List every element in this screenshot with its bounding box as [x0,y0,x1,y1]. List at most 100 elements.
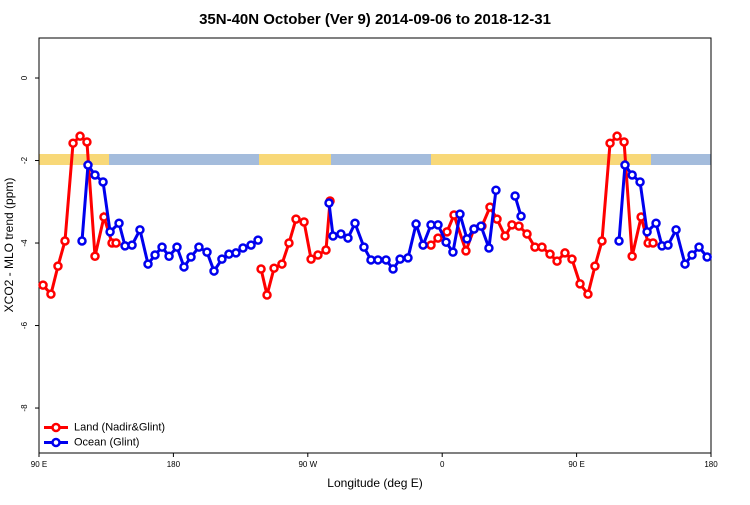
data-point [560,248,570,258]
legend-box [40,414,185,452]
data-point [262,290,272,300]
x-tick-label: 90 E [568,460,584,469]
data-point [537,242,547,252]
data-point [269,263,279,273]
data-point [663,240,673,250]
y-tick-label: -2 [20,156,29,164]
plot-frame [38,37,712,454]
data-point [90,251,100,261]
data-point [373,255,383,265]
data-point [418,240,428,250]
y-tick-label: 0 [20,75,29,80]
data-point [324,198,334,208]
y-tick-label: -8 [20,404,29,412]
data-point [246,240,256,250]
data-point [313,250,323,260]
data-point [359,242,369,252]
strip-land [39,154,109,165]
data-point [491,185,501,195]
data-point [388,264,398,274]
data-point [135,225,145,235]
data-point [53,261,63,271]
data-point [403,253,413,263]
data-point [635,177,645,187]
legend-marker [51,422,61,433]
data-point [648,238,658,248]
data-point [597,236,607,246]
data-point [38,280,48,290]
data-point [612,131,622,141]
data-point [583,289,593,299]
x-tick-label: 180 [704,460,718,469]
data-point [514,221,524,231]
data-point [299,217,309,227]
y-axis-label: XCO2 - MLO trend (ppm) [2,178,16,313]
data-point [605,138,615,148]
data-point [590,261,600,271]
data-point [336,229,346,239]
x-tick-label: 0 [440,460,445,469]
data-point [105,227,115,237]
x-axis-label: Longitude (deg E) [327,476,422,490]
data-point [476,221,486,231]
data-point [441,237,451,247]
legend-marker [51,437,61,448]
data-point [328,231,338,241]
data-point [143,259,153,269]
data-point [194,242,204,252]
data-point [448,247,458,257]
data-point [442,227,452,237]
data-point [426,240,436,250]
data-point [680,259,690,269]
data-point [172,242,182,252]
data-point [694,242,704,252]
data-point [75,131,85,141]
x-tick-label: 90 E [31,460,47,469]
data-point [614,236,624,246]
data-point [321,245,331,255]
data-point [433,233,443,243]
data-point [68,138,78,148]
data-point [179,262,189,272]
data-point [77,236,87,246]
x-tick-label: 90 W [298,460,317,469]
data-point [411,219,421,229]
strip-ocean [109,154,259,165]
data-point [114,218,124,228]
data-point [157,242,167,252]
data-point [202,247,212,257]
data-point [433,220,443,230]
land-ocean-strip [39,154,711,165]
data-point [150,250,160,260]
data-point [111,238,121,248]
data-point [164,251,174,261]
x-tick-label: 180 [167,460,181,469]
data-point [343,233,353,243]
data-point [284,238,294,248]
data-point [306,254,316,264]
data-point [627,170,637,180]
data-point [642,227,652,237]
data-point [82,137,92,147]
strip-ocean [651,154,711,165]
data-point [651,218,661,228]
strip-land [431,154,651,165]
data-point [291,214,301,224]
data-point [671,225,681,235]
data-point [545,249,555,259]
data-point [98,177,108,187]
data-point [522,229,532,239]
data-point [395,254,405,264]
legend: Land (Nadir&Glint) Ocean (Glint) [40,414,185,452]
data-point [350,218,360,228]
data-point [567,254,577,264]
data-point [687,250,697,260]
data-point [256,264,266,274]
chart-title: 35N-40N October (Ver 9) 2014-09-06 to 20… [199,11,551,28]
data-point [484,243,494,253]
legend-label: Ocean (Glint) [74,436,139,448]
data-point [127,240,137,250]
data-point [462,234,472,244]
legend-label: Land (Nadir&Glint) [74,421,165,433]
data-point [575,279,585,289]
